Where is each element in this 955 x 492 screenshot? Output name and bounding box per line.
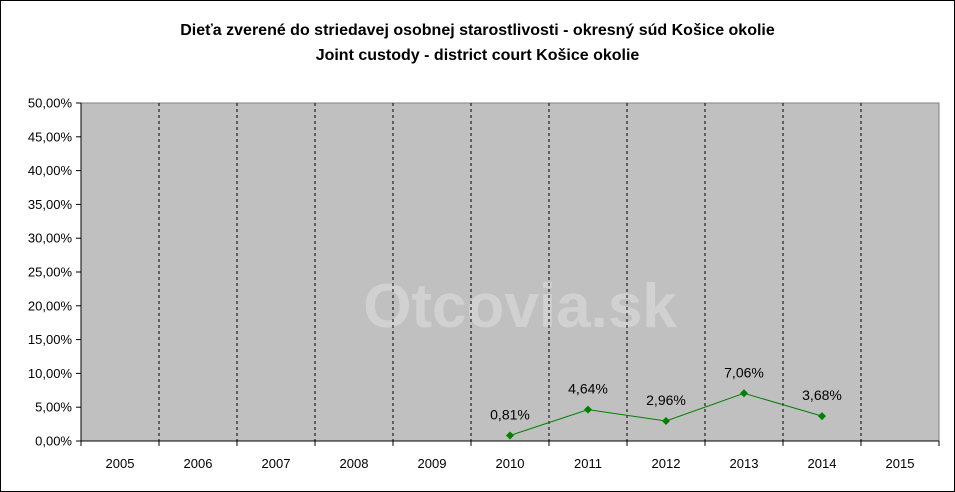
- y-tick-label: 15,00%: [28, 332, 73, 347]
- x-tick-label: 2009: [418, 456, 447, 471]
- data-point-marker: [662, 416, 670, 425]
- data-point-marker: [818, 412, 826, 421]
- x-tick-label: 2008: [340, 456, 369, 471]
- y-tick-label: 45,00%: [28, 129, 73, 144]
- chart-subtitle: Joint custody - district court Košice ok…: [315, 47, 640, 64]
- x-tick-label: 2010: [496, 456, 525, 471]
- data-label: 7,06%: [724, 364, 764, 380]
- y-tick-label: 20,00%: [28, 298, 73, 313]
- x-tick-label: 2013: [730, 456, 759, 471]
- y-tick-label: 5,00%: [35, 400, 72, 415]
- plot-area: [80, 102, 940, 442]
- x-tick-label: 2014: [808, 456, 837, 471]
- y-tick-label: 10,00%: [28, 366, 73, 381]
- x-tick-label: 2011: [574, 456, 602, 471]
- y-tick-label: 40,00%: [28, 163, 73, 178]
- data-label: 2,96%: [646, 392, 686, 408]
- data-label: 3,68%: [802, 387, 842, 403]
- watermark-text: Otcovia.sk: [363, 272, 677, 341]
- data-point-marker: [584, 405, 592, 414]
- y-tick-label: 0,00%: [35, 434, 72, 449]
- y-tick-label: 35,00%: [28, 197, 73, 212]
- x-tick-label: 2012: [652, 456, 681, 471]
- x-tick-label: 2015: [886, 456, 915, 471]
- x-tick-label: 2006: [184, 456, 213, 471]
- data-label: 4,64%: [568, 381, 608, 397]
- y-tick-label: 50,00%: [28, 96, 73, 111]
- x-tick-label: 2005: [106, 456, 135, 471]
- y-tick-label: 25,00%: [28, 265, 73, 280]
- y-tick-label: 30,00%: [28, 231, 73, 246]
- data-point-marker: [740, 389, 748, 398]
- data-label: 0,81%: [490, 407, 530, 423]
- data-point-marker: [506, 431, 514, 440]
- x-tick-label: 2007: [262, 456, 291, 471]
- chart-title: Dieťa zverené do striedavej osobnej star…: [180, 22, 775, 39]
